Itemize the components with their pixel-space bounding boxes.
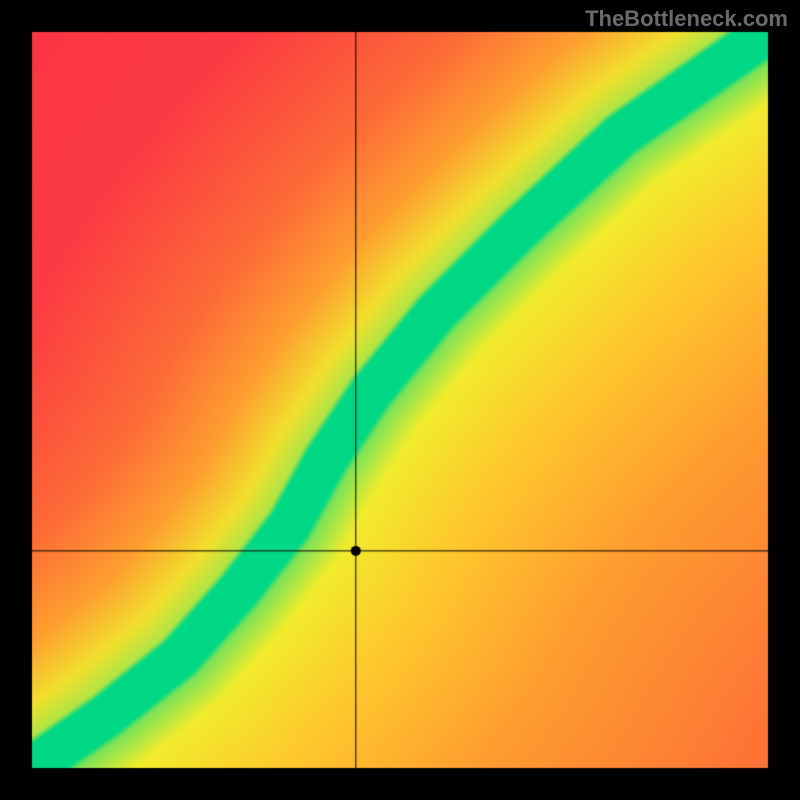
heatmap-canvas	[0, 0, 800, 800]
watermark-text: TheBottleneck.com	[585, 6, 788, 32]
chart-container: TheBottleneck.com	[0, 0, 800, 800]
